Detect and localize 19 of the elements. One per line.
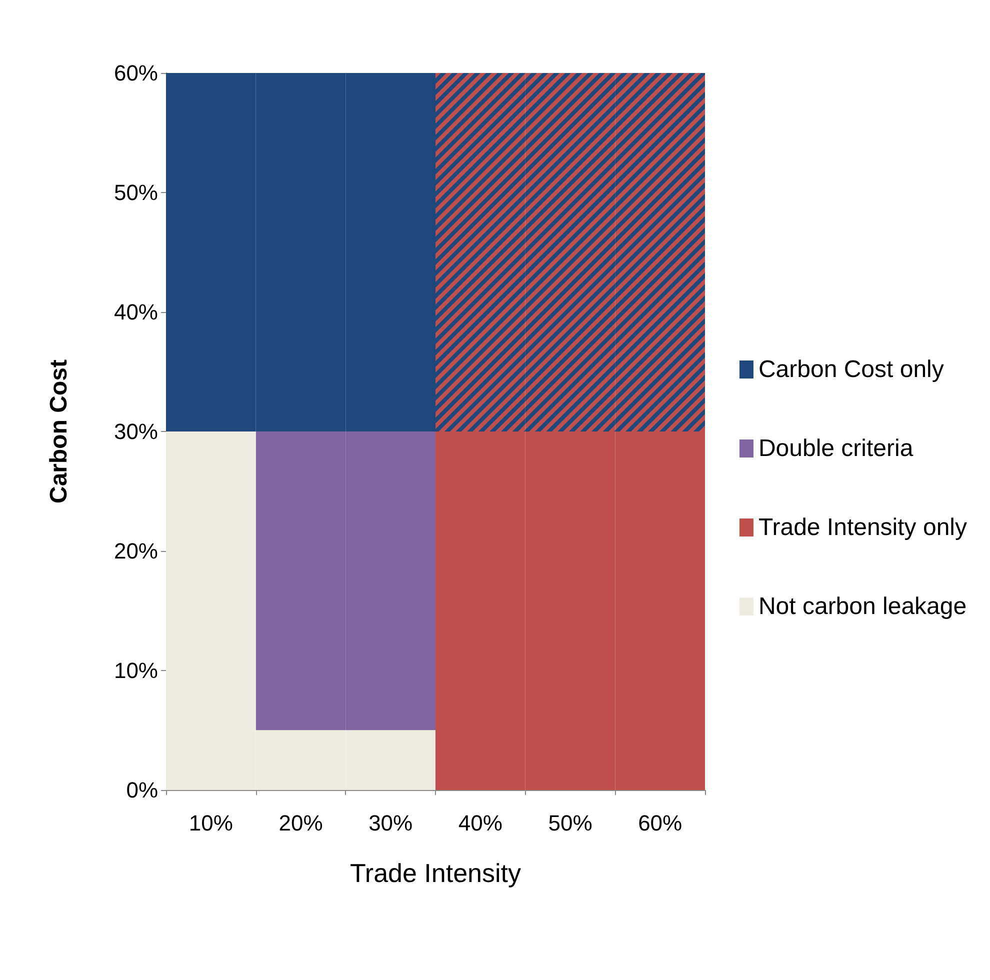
legend-label: Double criteria	[758, 435, 914, 462]
y-tick-label: 40%	[114, 300, 158, 324]
x-tick-label: 60%	[638, 810, 682, 836]
x-tick-label: 50%	[548, 810, 592, 836]
x-tick-label: 30%	[368, 810, 413, 836]
y-tick-label: 50%	[114, 180, 158, 205]
legend-label: Trade Intensity only	[758, 514, 967, 541]
x-tick-label: 20%	[278, 810, 323, 836]
legend-label: Carbon Cost only	[758, 356, 944, 383]
y-axis-title: Carbon Cost	[46, 359, 72, 504]
x-tick-label: 10%	[188, 810, 233, 836]
y-tick-label: 60%	[114, 60, 158, 86]
y-tick-label: 20%	[114, 538, 158, 564]
y-tick-label: 0%	[126, 778, 158, 802]
y-tick-label: 30%	[114, 419, 158, 444]
y-tick-label: 10%	[114, 658, 158, 683]
x-axis-title: Trade Intensity	[350, 858, 522, 888]
x-tick-label: 40%	[458, 810, 502, 836]
legend-label: Not carbon leakage	[758, 593, 967, 620]
